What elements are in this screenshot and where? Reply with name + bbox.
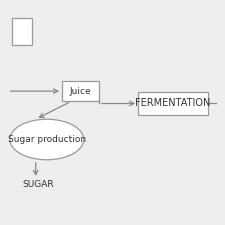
- Text: FERMENTATION: FERMENTATION: [135, 99, 211, 108]
- Text: Sugar production: Sugar production: [8, 135, 86, 144]
- Text: SUGAR: SUGAR: [22, 180, 54, 189]
- Bar: [62, 81, 99, 101]
- Bar: [138, 92, 208, 115]
- Bar: [12, 18, 32, 45]
- Ellipse shape: [10, 119, 84, 160]
- Text: Juice: Juice: [70, 87, 91, 96]
